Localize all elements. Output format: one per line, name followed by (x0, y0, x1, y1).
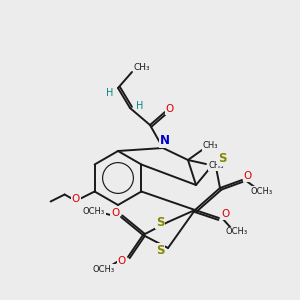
Text: S: S (156, 215, 164, 229)
Text: CH₃: CH₃ (202, 142, 218, 151)
Text: OCH₃: OCH₃ (251, 187, 273, 196)
Text: O: O (244, 171, 252, 181)
Text: O: O (71, 194, 80, 203)
Text: CH₃: CH₃ (134, 64, 150, 73)
Text: OCH₃: OCH₃ (93, 265, 115, 274)
Text: H: H (136, 101, 144, 111)
Text: O: O (166, 104, 174, 114)
Text: S: S (218, 152, 226, 166)
Text: CH₃: CH₃ (208, 161, 224, 170)
Text: OCH₃: OCH₃ (83, 206, 105, 215)
Text: O: O (118, 256, 126, 266)
Text: H: H (106, 88, 114, 98)
Text: O: O (221, 209, 229, 219)
Text: N: N (160, 134, 170, 148)
Text: S: S (156, 244, 164, 256)
Text: O: O (111, 208, 119, 218)
Text: OCH₃: OCH₃ (226, 227, 248, 236)
